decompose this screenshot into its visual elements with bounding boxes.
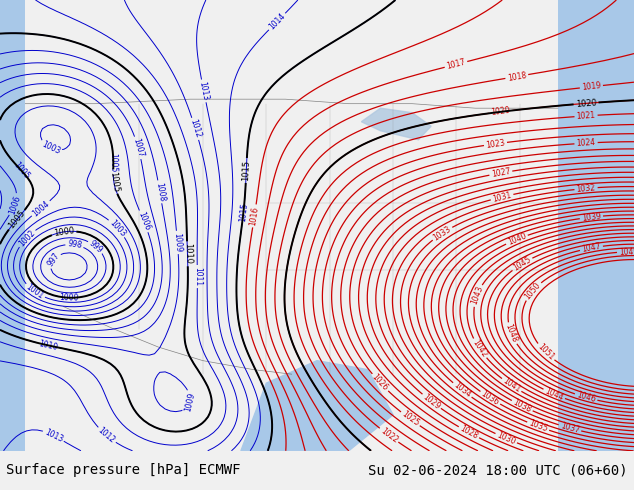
Text: 1001: 1001 bbox=[24, 282, 45, 301]
Text: 1026: 1026 bbox=[370, 372, 390, 392]
Text: Su 02-06-2024 18:00 UTC (06+60): Su 02-06-2024 18:00 UTC (06+60) bbox=[368, 464, 628, 477]
Text: 1017: 1017 bbox=[446, 58, 467, 71]
Text: 1049: 1049 bbox=[619, 247, 634, 257]
Text: 1003: 1003 bbox=[40, 140, 61, 156]
Text: 1010: 1010 bbox=[183, 243, 192, 265]
Text: 1015: 1015 bbox=[238, 202, 249, 222]
Text: 1005: 1005 bbox=[108, 171, 120, 193]
Polygon shape bbox=[241, 361, 393, 451]
Text: 1043: 1043 bbox=[469, 285, 484, 306]
Text: 1005: 1005 bbox=[11, 160, 31, 181]
Text: 1007: 1007 bbox=[131, 137, 145, 158]
Text: 1004: 1004 bbox=[30, 198, 51, 218]
Text: 1006: 1006 bbox=[136, 211, 152, 232]
Text: 1013: 1013 bbox=[43, 427, 64, 444]
Text: 1045: 1045 bbox=[512, 255, 533, 273]
Text: 1015: 1015 bbox=[242, 160, 251, 181]
Text: 1025: 1025 bbox=[400, 410, 421, 428]
Text: 1009: 1009 bbox=[172, 232, 183, 252]
Text: 1020: 1020 bbox=[575, 98, 597, 109]
Text: 1003: 1003 bbox=[107, 218, 127, 238]
Text: 1048: 1048 bbox=[504, 323, 519, 344]
Text: 1050: 1050 bbox=[523, 281, 543, 301]
Text: 1030: 1030 bbox=[495, 430, 517, 446]
Text: 1018: 1018 bbox=[507, 71, 527, 82]
Text: 999: 999 bbox=[87, 239, 105, 255]
Text: 1009: 1009 bbox=[183, 391, 196, 412]
Text: 1031: 1031 bbox=[491, 190, 512, 204]
Polygon shape bbox=[361, 108, 431, 140]
Text: 1013: 1013 bbox=[197, 80, 210, 101]
Text: 1005: 1005 bbox=[6, 209, 27, 231]
Text: 1036: 1036 bbox=[479, 389, 501, 407]
Text: 1051: 1051 bbox=[536, 343, 555, 362]
Text: 1016: 1016 bbox=[249, 206, 261, 226]
Text: 1035: 1035 bbox=[527, 419, 549, 434]
Text: 1020: 1020 bbox=[491, 106, 511, 118]
Text: 1033: 1033 bbox=[432, 224, 453, 243]
Text: 1012: 1012 bbox=[96, 426, 117, 445]
Text: 1008: 1008 bbox=[154, 182, 166, 202]
Text: 1046: 1046 bbox=[576, 391, 597, 404]
Bar bbox=[0, 0, 25, 451]
Text: 1038: 1038 bbox=[512, 397, 533, 414]
Text: 1006: 1006 bbox=[8, 194, 22, 215]
Bar bbox=[558, 0, 634, 451]
Text: 1019: 1019 bbox=[581, 81, 602, 92]
Text: 1023: 1023 bbox=[486, 138, 506, 149]
Text: 1039: 1039 bbox=[581, 212, 602, 223]
Text: 1000: 1000 bbox=[60, 293, 79, 302]
Text: 1011: 1011 bbox=[193, 267, 202, 286]
Text: 1010: 1010 bbox=[37, 339, 58, 352]
Text: 1044: 1044 bbox=[543, 386, 565, 402]
Text: Surface pressure [hPa] ECMWF: Surface pressure [hPa] ECMWF bbox=[6, 464, 241, 477]
Text: 1032: 1032 bbox=[576, 183, 596, 194]
Text: 1021: 1021 bbox=[576, 111, 596, 121]
Text: 1024: 1024 bbox=[576, 138, 596, 148]
Text: 1002: 1002 bbox=[16, 228, 37, 248]
Text: 1027: 1027 bbox=[491, 167, 511, 179]
Text: 1005: 1005 bbox=[108, 153, 118, 172]
Text: 1042: 1042 bbox=[470, 338, 489, 359]
Text: 997: 997 bbox=[46, 251, 61, 269]
Text: 1028: 1028 bbox=[458, 424, 479, 441]
Text: 1034: 1034 bbox=[452, 381, 472, 400]
Text: 1037: 1037 bbox=[559, 421, 580, 435]
Text: 1041: 1041 bbox=[501, 376, 522, 394]
Text: 1040: 1040 bbox=[506, 232, 527, 247]
Text: 1000: 1000 bbox=[53, 226, 75, 238]
Text: 1047: 1047 bbox=[581, 242, 602, 254]
Text: 998: 998 bbox=[67, 240, 82, 250]
Text: 1012: 1012 bbox=[188, 119, 202, 139]
Text: 1029: 1029 bbox=[421, 392, 442, 411]
Text: 1014: 1014 bbox=[267, 11, 287, 31]
Text: 1022: 1022 bbox=[378, 426, 399, 444]
